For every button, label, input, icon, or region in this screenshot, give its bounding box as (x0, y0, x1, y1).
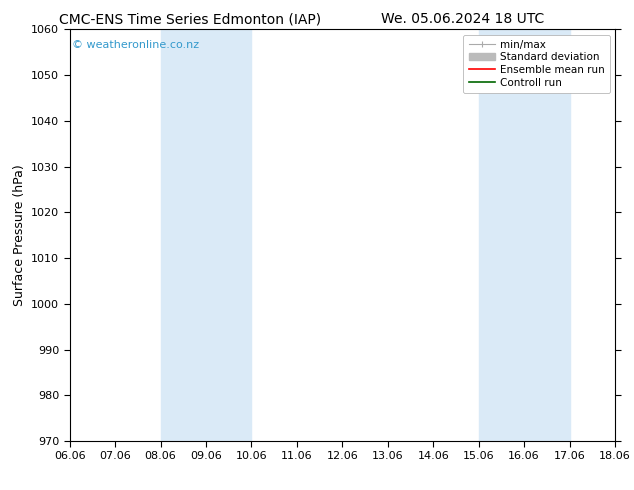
Bar (479, 29, 569, 441)
Text: CMC-ENS Time Series Edmonton (IAP): CMC-ENS Time Series Edmonton (IAP) (59, 12, 321, 26)
Text: © weatheronline.co.nz: © weatheronline.co.nz (72, 40, 200, 49)
Bar (160, 29, 252, 441)
Text: We. 05.06.2024 18 UTC: We. 05.06.2024 18 UTC (381, 12, 545, 26)
Y-axis label: Surface Pressure (hPa): Surface Pressure (hPa) (13, 164, 25, 306)
Legend: min/max, Standard deviation, Ensemble mean run, Controll run: min/max, Standard deviation, Ensemble me… (463, 35, 610, 93)
